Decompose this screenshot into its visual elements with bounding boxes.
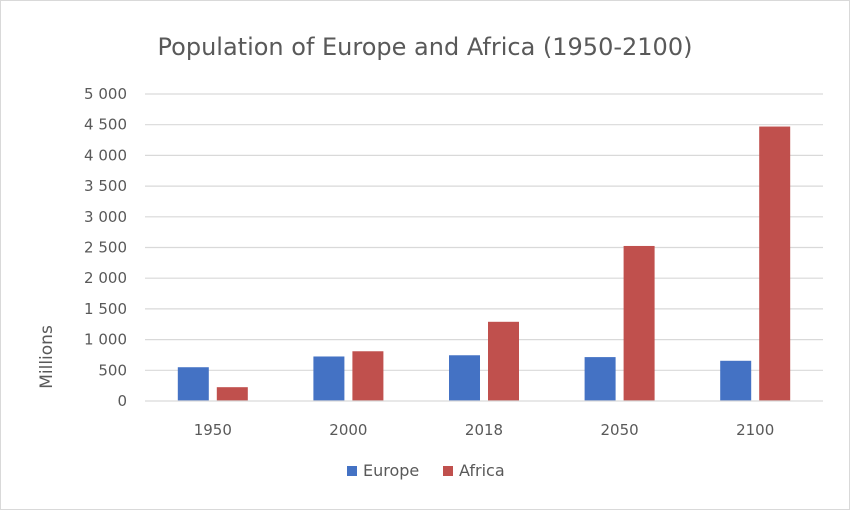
bar-africa-1950: [216, 387, 248, 401]
y-tick-label: 1 500: [84, 300, 127, 318]
y-tick-label: 5 000: [84, 85, 127, 103]
y-tick-label: 0: [117, 392, 127, 410]
y-tick-label: 2 000: [84, 269, 127, 287]
y-tick-label: 3 500: [84, 177, 127, 195]
bar-europe-2000: [313, 356, 345, 401]
bar-africa-2050: [623, 245, 655, 401]
bar-africa-2000: [352, 351, 384, 401]
x-axis-ticks: 1950 2000 2018 2050 2100: [194, 421, 775, 439]
gridlines: [145, 93, 823, 371]
y-axis-title: Millions: [37, 325, 57, 389]
x-tick-label: 1950: [194, 421, 232, 439]
legend-label-africa: Africa: [459, 461, 505, 480]
y-tick-label: 2 500: [84, 239, 127, 257]
legend-label-europe: Europe: [363, 461, 419, 480]
legend: Europe Africa: [347, 461, 505, 480]
bar-europe-2100: [720, 360, 752, 401]
bar-africa-2018: [488, 321, 519, 401]
legend-swatch-europe: [347, 466, 357, 476]
x-tick-label: 2100: [736, 421, 774, 439]
y-tick-label: 1 000: [84, 331, 127, 349]
bar-europe-2050: [584, 357, 616, 401]
chart-title: Population of Europe and Africa (1950-21…: [158, 33, 693, 61]
y-tick-label: 3 000: [84, 208, 127, 226]
y-tick-label: 4 500: [84, 116, 127, 134]
y-tick-label: 4 000: [84, 146, 127, 164]
bar-europe-2018: [449, 355, 480, 401]
legend-swatch-africa: [443, 466, 453, 476]
y-axis-ticks: 0 500 1 000 1 500 2 000 2 500 3 000 3 500 4 000 4…: [84, 85, 127, 410]
x-tick-label: 2018: [465, 421, 503, 439]
x-tick-label: 2000: [329, 421, 367, 439]
x-tick-label: 2050: [601, 421, 639, 439]
bar-africa-2100: [759, 126, 791, 402]
bar-europe-1950: [177, 367, 209, 401]
y-tick-label: 500: [98, 361, 127, 379]
bars: [177, 126, 791, 402]
